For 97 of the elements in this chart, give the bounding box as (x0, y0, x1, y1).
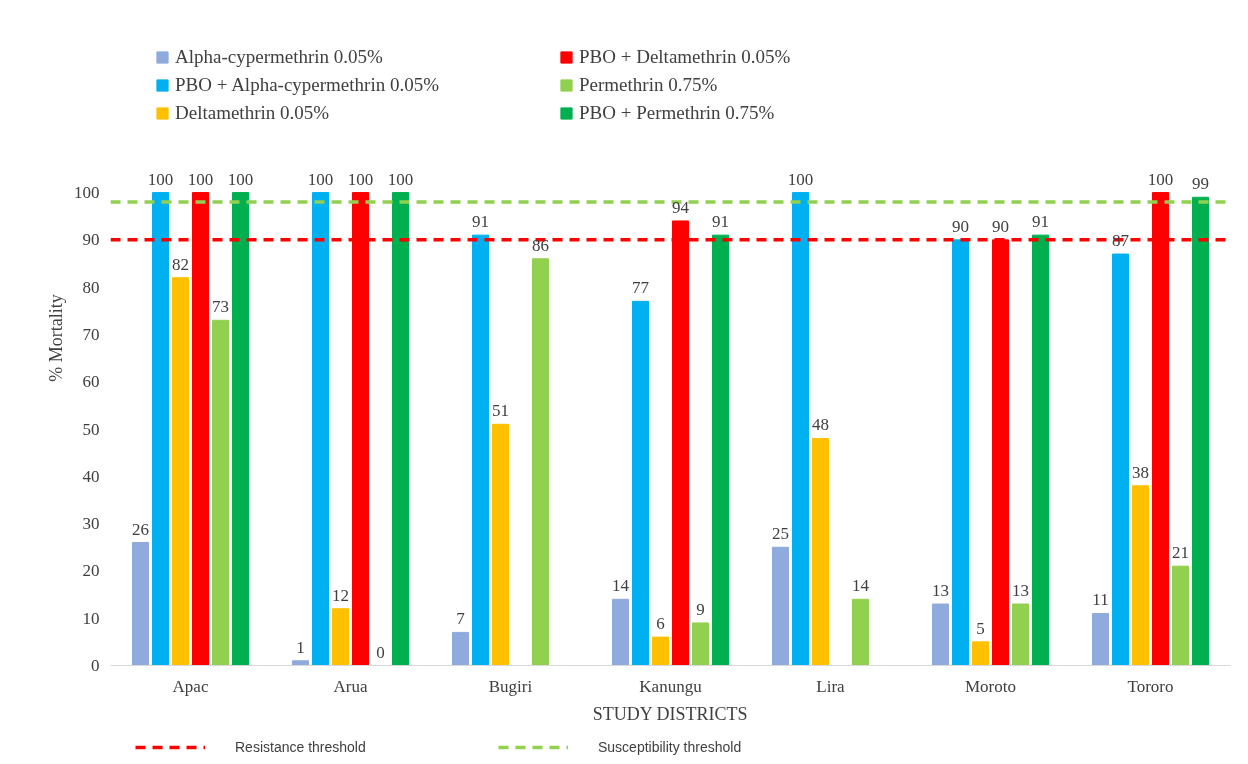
data-label: 100 (387, 169, 414, 189)
bar (292, 660, 309, 666)
legend-label: Alpha-cypermethrin 0.05% (175, 45, 384, 69)
data-label: 25 (772, 524, 789, 544)
bar (772, 546, 789, 666)
y-axis-title: % Mortality (46, 294, 66, 382)
data-label: 100 (1147, 169, 1174, 189)
legend-label: PBO + Deltamethrin 0.05% (579, 45, 792, 69)
bar (1032, 234, 1049, 666)
bar (212, 319, 229, 666)
data-label: 48 (812, 415, 829, 435)
data-label: 13 (932, 581, 949, 601)
y-tick-label: 60 (82, 372, 100, 392)
data-label: 5 (976, 618, 985, 638)
legend-label: PBO + Permethrin 0.75% (579, 101, 776, 125)
data-label: 100 (307, 169, 334, 189)
data-label: 82 (172, 254, 189, 274)
bar (612, 598, 629, 666)
bar (1012, 603, 1029, 666)
bar (632, 300, 649, 666)
data-label: 7 (456, 609, 466, 629)
y-tick-label: 10 (82, 608, 100, 628)
data-label: 14 (612, 576, 630, 596)
data-label: 99 (1192, 174, 1209, 194)
bar (152, 192, 169, 666)
bar (472, 234, 489, 666)
y-tick-label: 50 (82, 419, 100, 439)
x-tick-label: Kanungu (639, 676, 703, 696)
bar (1132, 485, 1149, 666)
bar (452, 631, 469, 666)
data-label: 77 (632, 278, 650, 298)
bar (932, 603, 949, 666)
data-label: 73 (212, 297, 229, 317)
data-label: 100 (187, 169, 214, 189)
y-tick-label: 20 (82, 561, 100, 581)
data-label: 0 (376, 642, 385, 662)
data-label: 12 (332, 585, 349, 605)
bar (1092, 612, 1109, 666)
x-tick-label: Apac (172, 676, 209, 696)
x-tick-label: Bugiri (488, 676, 533, 696)
data-label: 100 (347, 169, 374, 189)
bar (232, 192, 249, 666)
bar (972, 641, 989, 666)
bar (392, 192, 409, 666)
bar (712, 234, 729, 666)
x-tick-label: Tororo (1127, 676, 1174, 696)
data-label: 100 (227, 169, 254, 189)
data-label: 90 (952, 216, 969, 236)
x-axis-title: STUDY DISTRICTS (592, 703, 748, 724)
data-label: 13 (1012, 581, 1029, 601)
y-tick-label: 30 (82, 514, 100, 534)
data-label: 91 (472, 212, 489, 232)
data-label: 94 (672, 197, 690, 217)
data-label: 21 (1172, 543, 1189, 563)
data-label: 9 (696, 599, 705, 619)
data-label: 14 (852, 576, 870, 596)
bar (172, 277, 189, 666)
bar (652, 636, 669, 666)
data-label: 86 (532, 235, 549, 255)
y-tick-label: 90 (82, 230, 100, 250)
x-tick-label: Lira (816, 676, 846, 696)
x-tick-label: Moroto (965, 676, 1016, 696)
bar (332, 608, 349, 666)
bar (532, 258, 549, 666)
legend-label: Deltamethrin 0.05% (175, 101, 331, 125)
data-label: 6 (656, 614, 665, 634)
data-label: 100 (147, 169, 174, 189)
legend-label: Susceptibility threshold (598, 738, 743, 756)
y-tick-label: 80 (82, 277, 100, 297)
data-label: 91 (1032, 212, 1049, 232)
data-label: 100 (787, 169, 814, 189)
bar (1172, 565, 1189, 666)
y-tick-label: 70 (82, 324, 100, 344)
data-label: 26 (132, 519, 149, 539)
bar (132, 542, 149, 666)
bar (952, 239, 969, 666)
x-tick-label: Arua (333, 676, 368, 696)
data-label: 1 (296, 637, 305, 657)
data-label: 90 (992, 216, 1009, 236)
data-label: 11 (1092, 590, 1109, 610)
y-tick-label: 100 (74, 183, 100, 203)
bar (1112, 253, 1129, 666)
bar (792, 192, 809, 666)
bar (692, 622, 709, 666)
bar (1192, 196, 1209, 666)
bar (812, 438, 829, 666)
bar (492, 423, 509, 666)
data-label: 91 (712, 212, 729, 232)
bar (852, 598, 869, 666)
bar (312, 192, 329, 666)
legend-label: Permethrin 0.75% (579, 73, 719, 97)
data-label: 38 (1132, 462, 1149, 482)
data-label: 51 (492, 401, 509, 421)
y-tick-label: 40 (82, 466, 100, 486)
y-tick-label: 0 (91, 656, 100, 675)
legend-label: PBO + Alpha-cypermethrin 0.05% (175, 73, 440, 97)
legend-label: Resistance threshold (235, 738, 367, 756)
